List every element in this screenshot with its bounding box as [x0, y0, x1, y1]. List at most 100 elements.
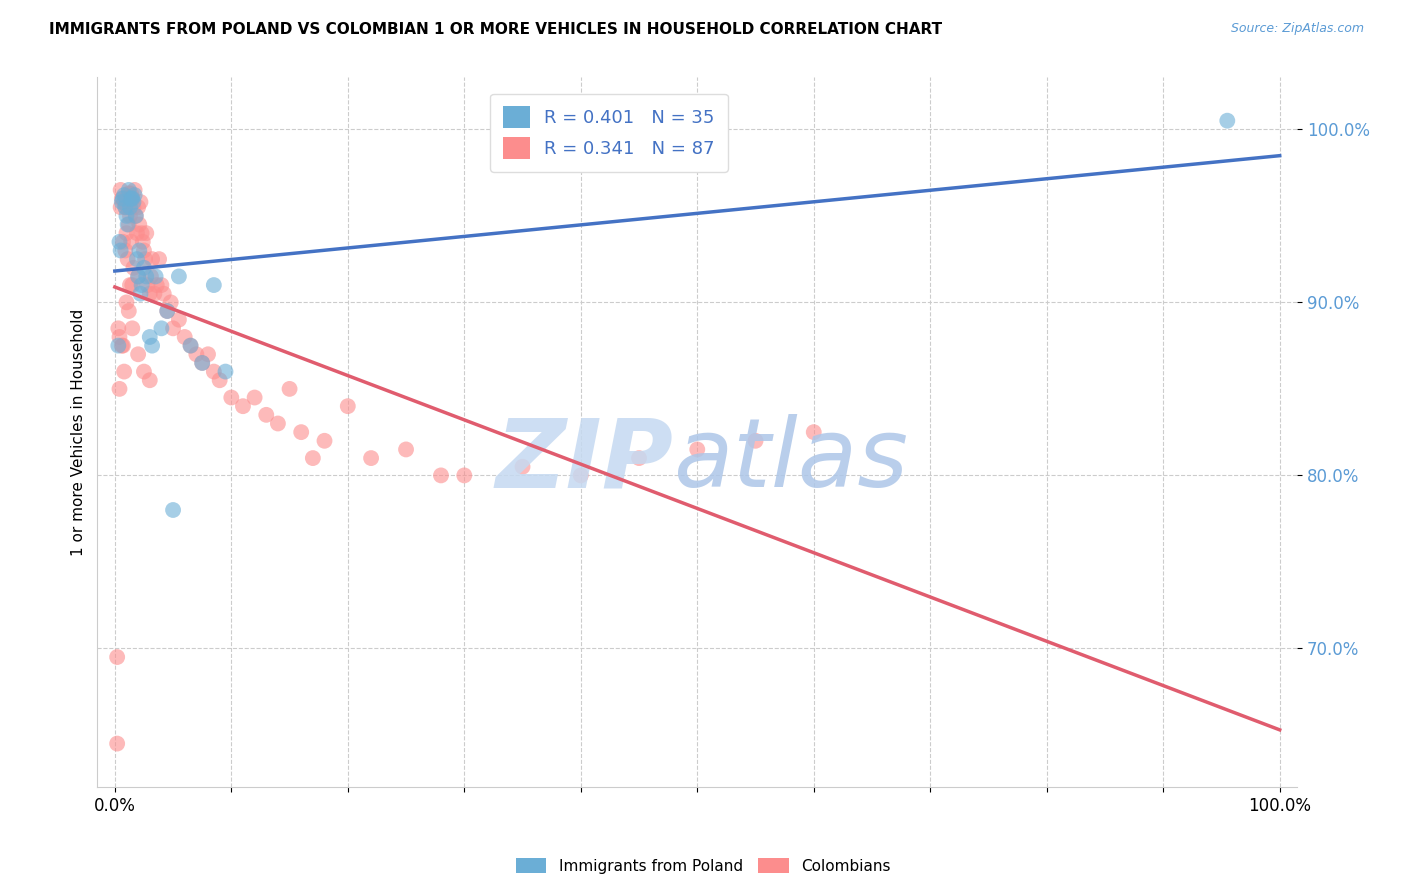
- Point: [191, 356, 214, 370]
- Point: [122, 194, 145, 209]
- Point: [267, 417, 290, 431]
- Point: [143, 286, 166, 301]
- Point: [121, 278, 143, 293]
- Legend: Immigrants from Poland, Colombians: Immigrants from Poland, Colombians: [509, 852, 897, 880]
- Point: [360, 451, 382, 466]
- Point: [167, 312, 190, 326]
- Point: [290, 425, 312, 439]
- Point: [136, 278, 159, 293]
- Point: [127, 269, 149, 284]
- Point: [111, 338, 134, 352]
- Point: [131, 278, 153, 293]
- Point: [108, 330, 131, 344]
- Point: [105, 650, 128, 665]
- Point: [127, 269, 149, 284]
- Point: [627, 451, 650, 466]
- Point: [744, 434, 766, 448]
- Point: [129, 286, 152, 301]
- Point: [125, 252, 148, 266]
- Point: [803, 425, 825, 439]
- Point: [118, 278, 141, 293]
- Point: [569, 468, 592, 483]
- Point: [139, 330, 162, 344]
- Point: [120, 192, 142, 206]
- Point: [148, 252, 170, 266]
- Point: [162, 503, 184, 517]
- Point: [118, 186, 141, 201]
- Legend: R = 0.401   N = 35, R = 0.341   N = 87: R = 0.401 N = 35, R = 0.341 N = 87: [491, 94, 728, 172]
- Point: [110, 183, 132, 197]
- Point: [118, 183, 141, 197]
- Point: [108, 382, 131, 396]
- Point: [139, 373, 162, 387]
- Point: [139, 286, 162, 301]
- Point: [131, 226, 153, 240]
- Text: IMMIGRANTS FROM POLAND VS COLOMBIAN 1 OR MORE VEHICLES IN HOUSEHOLD CORRELATION : IMMIGRANTS FROM POLAND VS COLOMBIAN 1 OR…: [49, 22, 942, 37]
- Point: [278, 382, 301, 396]
- Point: [117, 218, 139, 232]
- Point: [132, 244, 155, 258]
- Point: [395, 442, 418, 457]
- Point: [112, 194, 135, 209]
- Point: [111, 338, 134, 352]
- Point: [152, 286, 174, 301]
- Point: [150, 278, 173, 293]
- Point: [202, 278, 225, 293]
- Point: [208, 373, 231, 387]
- Point: [122, 260, 145, 275]
- Point: [512, 459, 534, 474]
- Point: [125, 209, 148, 223]
- Point: [107, 338, 129, 352]
- Point: [127, 200, 149, 214]
- Point: [141, 252, 163, 266]
- Point: [132, 365, 155, 379]
- Point: [430, 468, 453, 483]
- Point: [118, 218, 141, 232]
- Point: [111, 194, 134, 209]
- Point: [135, 269, 157, 284]
- Point: [117, 252, 139, 266]
- Point: [180, 338, 202, 352]
- Point: [114, 200, 136, 214]
- Point: [132, 235, 155, 249]
- Point: [108, 235, 131, 249]
- Point: [121, 192, 143, 206]
- Point: [125, 209, 148, 223]
- Point: [686, 442, 709, 457]
- Point: [214, 365, 236, 379]
- Point: [254, 408, 277, 422]
- Point: [141, 338, 163, 352]
- Point: [124, 188, 146, 202]
- Point: [135, 226, 157, 240]
- Point: [125, 226, 148, 240]
- Y-axis label: 1 or more Vehicles in Household: 1 or more Vehicles in Household: [72, 309, 86, 556]
- Point: [150, 321, 173, 335]
- Point: [197, 347, 219, 361]
- Point: [115, 226, 138, 240]
- Point: [128, 244, 150, 258]
- Point: [314, 434, 336, 448]
- Point: [124, 183, 146, 197]
- Point: [128, 218, 150, 232]
- Point: [145, 278, 167, 293]
- Point: [114, 200, 136, 214]
- Point: [243, 391, 266, 405]
- Point: [122, 200, 145, 214]
- Point: [115, 192, 138, 206]
- Point: [111, 235, 134, 249]
- Point: [202, 365, 225, 379]
- Point: [120, 186, 142, 201]
- Point: [110, 244, 132, 258]
- Point: [186, 347, 208, 361]
- Point: [156, 304, 179, 318]
- Point: [115, 209, 138, 223]
- Point: [180, 338, 202, 352]
- Point: [221, 391, 243, 405]
- Point: [114, 244, 136, 258]
- Text: Source: ZipAtlas.com: Source: ZipAtlas.com: [1230, 22, 1364, 36]
- Point: [111, 192, 134, 206]
- Point: [336, 399, 359, 413]
- Point: [134, 252, 156, 266]
- Point: [118, 209, 141, 223]
- Point: [121, 192, 143, 206]
